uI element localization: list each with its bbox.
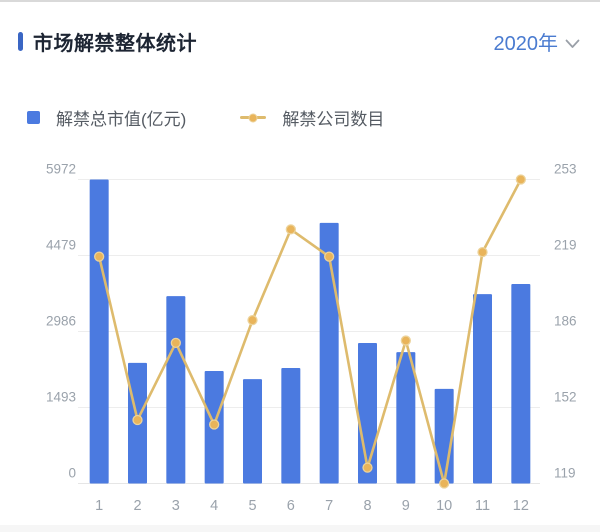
page-title: 市场解禁整体统计 [33,33,197,55]
legend-label-market-value: 解禁总市值(亿元) [56,110,187,129]
bar-month-1[interactable] [89,179,109,484]
line-series [97,178,523,485]
x-axis-label: 4 [210,498,218,514]
x-axis-label: 5 [248,498,256,514]
line-dot-month-8[interactable] [362,462,373,473]
chart-legend: 解禁总市值(亿元) 解禁公司数目 [27,105,384,130]
right-axis-tick: 152 [554,390,577,405]
line-dot-month-1[interactable] [94,251,105,262]
bar-month-12[interactable] [511,283,531,484]
x-axis-label: 11 [475,498,490,514]
legend-item-market-value[interactable]: 解禁总市值(亿元) [27,105,186,130]
combo-chart: 5972 253 4479 219 2986 186 1493 152 0 119 1 2 3 4 5 6 7 8… [0,150,600,532]
card-header: 市场解禁整体统计 2020年 [18,27,580,56]
left-axis-tick: 1493 [46,390,76,405]
line-dot-month-5[interactable] [247,315,258,326]
legend-item-company-count[interactable]: 解禁公司数目 [240,105,384,130]
bar-series-swatch [27,111,40,124]
x-axis-label: 12 [513,498,529,514]
x-axis-label: 7 [325,498,333,514]
line-series-swatch [240,113,267,122]
bar-month-6[interactable] [281,367,301,484]
line-dot-month-7[interactable] [324,251,335,262]
bar-month-9[interactable] [396,352,416,484]
x-axis-label: 1 [95,498,103,514]
left-axis-tick: 0 [68,466,76,481]
bar-month-11[interactable] [473,294,492,484]
right-axis-tick: 219 [554,238,577,253]
left-axis-tick: 4479 [46,238,76,253]
bar-month-3[interactable] [166,296,186,484]
line-dot-month-11[interactable] [477,246,488,258]
top-divider [0,0,600,2]
legend-label-company-count: 解禁公司数目 [282,110,385,129]
x-axis-label: 10 [436,498,452,514]
bottom-edge [0,525,600,532]
x-axis-label: 9 [402,498,410,514]
year-selector-value: 2020年 [493,33,559,55]
chevron-down-icon [565,32,580,55]
x-axis-label: 6 [287,498,295,514]
right-axis-tick: 119 [554,466,576,481]
line-dot-month-4[interactable] [209,419,220,430]
left-axis-tick: 2986 [46,314,76,329]
right-axis-tick: 186 [554,314,577,329]
line-dot-month-2[interactable] [132,414,143,426]
line-dot-month-3[interactable] [170,337,181,348]
year-selector[interactable]: 2020年 [494,27,581,56]
line-dot-month-10[interactable] [439,478,450,489]
x-axis-label: 8 [363,498,371,514]
bar-month-5[interactable] [243,379,262,484]
line-dot-month-9[interactable] [400,335,411,346]
x-axis-label: 2 [133,498,141,514]
x-axis-label: 3 [172,498,180,514]
left-axis-tick: 5972 [46,162,76,177]
title-accent-bar [18,32,23,51]
line-dot-month-12[interactable] [515,174,526,185]
line-dot-month-6[interactable] [285,224,296,235]
line-series-dot [248,113,258,122]
title-group: 市场解禁整体统计 [18,27,197,56]
right-axis-tick: 253 [554,162,577,177]
